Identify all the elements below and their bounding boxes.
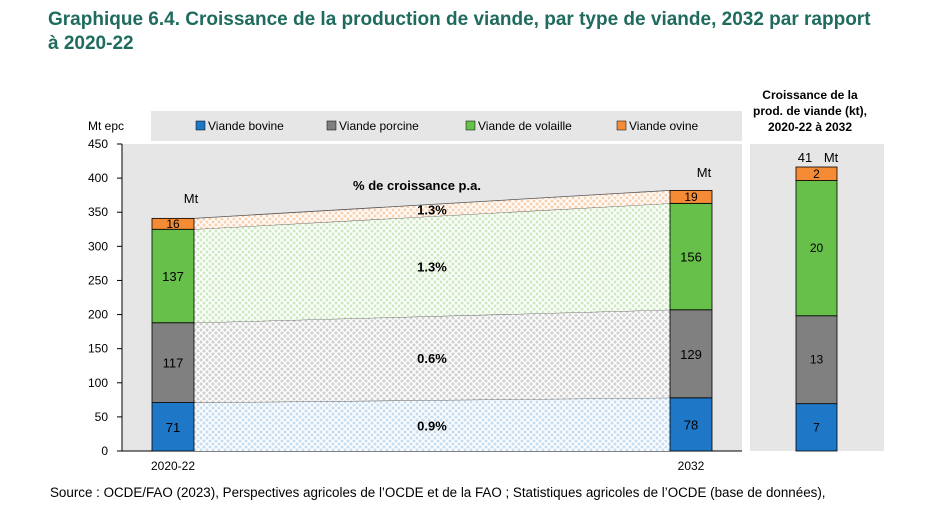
x-tick-label: 2020-22 bbox=[151, 459, 195, 473]
side-bar-value-label: 7 bbox=[813, 420, 820, 434]
bar-value-label: 156 bbox=[680, 250, 702, 265]
side-bar-value-label: 20 bbox=[810, 241, 824, 255]
growth-ribbons: 0.9% 0.6% 1.3% 1.3% bbox=[193, 189, 671, 451]
bar-segment bbox=[151, 402, 195, 452]
growth-rate-label: 1.3% bbox=[417, 259, 447, 274]
unit-label-2020-22: Mt bbox=[184, 191, 199, 206]
growth-ribbon bbox=[194, 397, 670, 451]
side-panel-total-unit: Mt bbox=[824, 150, 839, 165]
legend-swatch bbox=[195, 120, 206, 131]
growth-rate-label: 1.3% bbox=[417, 202, 447, 217]
side-bar-segment bbox=[795, 403, 838, 452]
bar-value-label: 16 bbox=[166, 217, 180, 231]
growth-rate-title: % de croissance p.a. bbox=[353, 178, 481, 193]
legend-item: Viande de volaille bbox=[465, 119, 572, 133]
bar-value-label: 71 bbox=[166, 420, 180, 435]
bar-value-label: 117 bbox=[163, 356, 184, 371]
side-bar-value-label: 2 bbox=[813, 167, 820, 181]
legend-label: Viande de volaille bbox=[478, 119, 572, 133]
y-tick-label: 450 bbox=[88, 137, 108, 151]
side-bar-segment bbox=[795, 315, 838, 405]
y-tick-label: 300 bbox=[88, 239, 108, 253]
chart-area: Mt epc % de croissance p.a. Mt Mt Croiss… bbox=[88, 88, 884, 473]
bar-value-label: 137 bbox=[162, 269, 184, 284]
main-bars: 71 117 137 16 78 129 156 19 bbox=[151, 189, 713, 452]
side-bar-value-label: 13 bbox=[810, 353, 824, 367]
y-tick-label: 150 bbox=[88, 342, 108, 356]
legend-swatch bbox=[326, 120, 337, 131]
side-panel-total-value: 41 bbox=[798, 150, 812, 165]
y-tick-label: 200 bbox=[88, 308, 108, 322]
chart-title-line-2: à 2020-22 bbox=[48, 33, 134, 54]
y-tick-label: 250 bbox=[88, 273, 108, 287]
growth-rate-label: 0.9% bbox=[417, 419, 447, 434]
unit-label-2032: Mt bbox=[697, 165, 712, 180]
growth-ribbon bbox=[194, 309, 670, 403]
side-panel-bar: 7 13 20 2 bbox=[795, 166, 838, 452]
bar-segment bbox=[669, 189, 713, 204]
y-axis-unit-label: Mt epc bbox=[88, 119, 124, 133]
bar-segment bbox=[151, 217, 195, 230]
legend-item: Viande porcine bbox=[326, 119, 419, 133]
side-bar-segment bbox=[795, 166, 838, 181]
side-panel-total-label: 41 Mt bbox=[798, 150, 839, 165]
bar-segment bbox=[151, 228, 195, 324]
y-tick-label: 0 bbox=[101, 444, 108, 458]
legend-background bbox=[151, 111, 742, 141]
bar-segment bbox=[669, 309, 713, 399]
chart-title-line-1: Graphique 6.4. Croissance de la producti… bbox=[48, 9, 871, 30]
legend-swatch bbox=[465, 120, 476, 131]
y-tick-label: 400 bbox=[88, 171, 108, 185]
bar-value-label: 129 bbox=[680, 347, 702, 362]
x-tick-label: 2032 bbox=[678, 459, 705, 473]
side-panel-title-line-3: 2020-22 à 2032 bbox=[768, 120, 852, 134]
growth-ribbon-edge bbox=[193, 189, 671, 219]
growth-ribbon bbox=[194, 203, 670, 323]
side-bar-segment bbox=[795, 180, 838, 317]
bar-value-label: 19 bbox=[684, 190, 698, 204]
legend-swatch bbox=[616, 120, 627, 131]
legend-label: Viande bovine bbox=[208, 119, 284, 133]
legend-item: Viande bovine bbox=[195, 119, 284, 133]
side-panel-title-line-2: prod. de viande (kt), bbox=[753, 104, 867, 118]
growth-ribbon bbox=[194, 190, 670, 230]
bar-segment bbox=[151, 322, 195, 403]
legend-label: Viande ovine bbox=[629, 119, 698, 133]
bar-value-label: 78 bbox=[684, 417, 698, 432]
side-panel-title-line-1: Croissance de la bbox=[762, 88, 858, 102]
y-tick-label: 50 bbox=[95, 410, 109, 424]
chart-title: Graphique 6.4. Croissance de la producti… bbox=[48, 8, 918, 56]
growth-rate-label: 0.6% bbox=[417, 351, 447, 366]
source-note: Source : OCDE/FAO (2023), Perspectives a… bbox=[50, 485, 826, 500]
bar-segment bbox=[669, 202, 713, 311]
legend: Viande bovine Viande porcine Viande de vol… bbox=[195, 119, 698, 133]
y-tick-label: 350 bbox=[88, 205, 108, 219]
legend-label: Viande porcine bbox=[339, 119, 419, 133]
y-tick-label: 100 bbox=[88, 376, 108, 390]
legend-item: Viande ovine bbox=[616, 119, 698, 133]
